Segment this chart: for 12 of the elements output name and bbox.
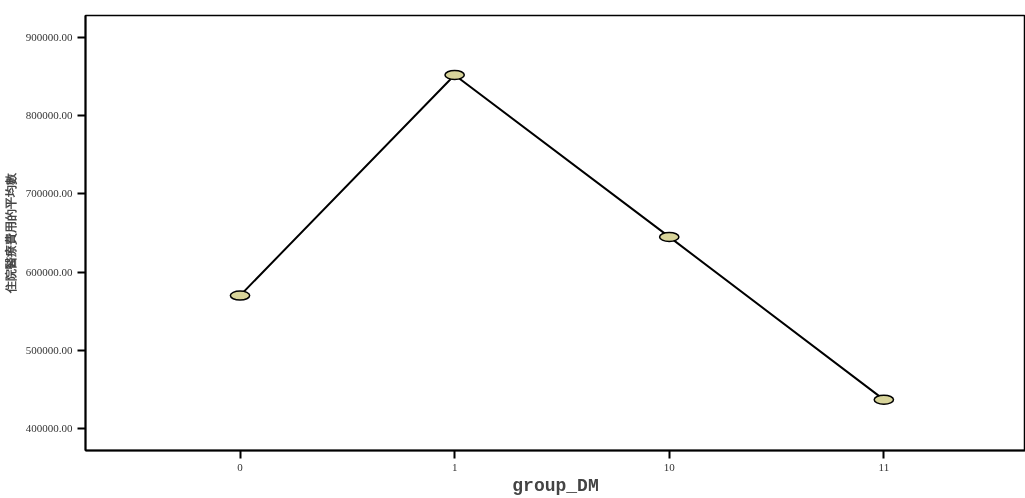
y-tick-label: 900000.00: [25, 30, 73, 43]
y-tick-label: 400000.00: [25, 422, 73, 435]
y-tick-label: 700000.00: [25, 187, 73, 200]
x-axis-title: group_DM: [512, 475, 599, 496]
y-axis-title: 住院醫療費用的平均數: [3, 172, 18, 294]
y-tick-label: 800000.00: [25, 109, 73, 122]
x-tick-label: 10: [663, 460, 676, 473]
y-tick-label: 600000.00: [25, 265, 73, 278]
y-tick-label: 500000.00: [25, 343, 73, 356]
x-tick-label: 0: [237, 460, 244, 473]
x-tick-label: 1: [451, 460, 458, 473]
x-tick-label: 11: [878, 460, 890, 473]
